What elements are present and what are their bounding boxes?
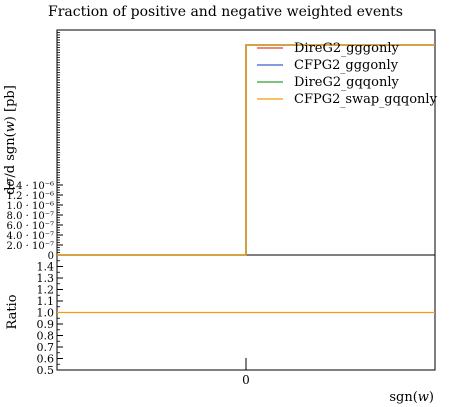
ratio-y-axis-label: Ratio xyxy=(5,294,20,329)
legend-label: CFPG2_swap_gqqonly xyxy=(294,92,438,108)
main-series-group xyxy=(57,44,435,256)
ratio-y-tick-label: 1.4 xyxy=(37,261,55,274)
legend-label: DireG2_gqqonly xyxy=(294,75,399,91)
ratio-y-tick-label: 1.1 xyxy=(37,295,55,308)
ratio-y-tick-label: 1.2 xyxy=(37,284,55,297)
ratio-y-tick-label: 0.6 xyxy=(37,353,55,366)
ratio-y-tick-label: 1.3 xyxy=(37,272,55,285)
ratio-y-tick-label: 1.0 xyxy=(37,307,55,320)
x-axis-label: sgn(w) xyxy=(389,390,434,405)
series-line-CFPG2_swap_gqqonly xyxy=(57,44,435,256)
main-y-tick-label: 6.0 · 10⁻⁷ xyxy=(7,221,54,232)
main-y-tick-label: 1.0 · 10⁻⁶ xyxy=(7,201,54,212)
legend-label: DireG2_gggonly xyxy=(294,41,399,57)
ratio-y-tick-label: 0.7 xyxy=(37,341,55,354)
legend: DireG2_gggonlyCFPG2_gggonlyDireG2_gqqonl… xyxy=(257,41,438,108)
legend-label: CFPG2_gggonly xyxy=(294,58,399,74)
main-y-tick-label: 1.4 · 10⁻⁶ xyxy=(7,181,54,192)
main-y-axis-label: dσ/d sgn(w) [pb] xyxy=(3,85,18,195)
main-y-tick-label: 1.2 · 10⁻⁶ xyxy=(7,191,54,202)
main-y-tick-label: 0 xyxy=(48,251,54,262)
main-y-tick-label: 2.0 · 10⁻⁷ xyxy=(7,241,54,252)
ratio-y-tick-label: 0.9 xyxy=(37,318,55,331)
x-tick-label: 0 xyxy=(242,373,250,387)
main-y-tick-label: 8.0 · 10⁻⁷ xyxy=(7,211,54,222)
chart-title: Fraction of positive and negative weight… xyxy=(48,4,403,20)
ratio-y-tick-label: 0.5 xyxy=(37,364,55,377)
ratio-y-axis: 0.50.60.70.80.91.01.11.21.31.4 xyxy=(37,254,247,377)
main-y-axis: 02.0 · 10⁻⁷4.0 · 10⁻⁷6.0 · 10⁻⁷8.0 · 10⁻… xyxy=(7,32,247,262)
ratio-y-tick-label: 0.8 xyxy=(37,330,55,343)
main-y-tick-label: 4.0 · 10⁻⁷ xyxy=(7,231,54,242)
